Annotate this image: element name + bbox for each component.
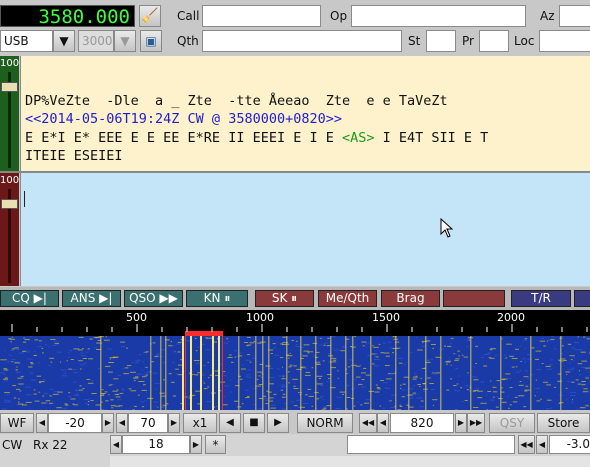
bandwidth-dropdown-button[interactable]: ▼ xyxy=(114,30,136,52)
tick-label: 1000 xyxy=(246,311,274,324)
scroll-left-button[interactable]: ◀ xyxy=(219,413,241,433)
qsy-button[interactable]: QSY xyxy=(489,413,535,433)
waterfall-signal-traces xyxy=(0,336,590,410)
store-button[interactable]: Store xyxy=(537,413,590,433)
macro-button-4[interactable]: KN ⏸ xyxy=(186,290,248,307)
rx-line: E E*I E* EEE E E EE E*RE II EEEI E I E <… xyxy=(25,129,489,146)
status-mode: CW xyxy=(2,438,23,452)
offset-increment[interactable]: ▶ xyxy=(455,413,467,433)
status-rx: Rx 22 xyxy=(33,438,68,452)
status-value-input[interactable]: 18 xyxy=(122,435,190,454)
level-input[interactable]: -3.0 xyxy=(549,435,590,454)
save-icon: ▣ xyxy=(145,34,157,48)
chevron-down-icon: ▼ xyxy=(120,34,130,48)
wf-range-decrement[interactable]: ◀ xyxy=(116,413,128,433)
macro-button-1[interactable]: CQ ▶| xyxy=(0,290,59,307)
tx-text-area[interactable] xyxy=(20,173,590,286)
loc-label: Loc xyxy=(514,34,535,48)
macro-button-3[interactable]: QSO ▶▶ xyxy=(124,290,183,307)
cursor-line xyxy=(185,336,186,410)
rx-line: DP%VeZte -Dle a _ Zte -tte Åeeao Zte e e… xyxy=(25,92,448,109)
center-button[interactable]: ■ xyxy=(243,413,265,433)
tx-level-slider[interactable]: 100 xyxy=(0,173,19,286)
frequency-scale[interactable]: 500 1000 1500 2000 xyxy=(0,310,590,336)
wf-low-increment[interactable]: ▶ xyxy=(102,413,114,433)
op-input[interactable] xyxy=(351,5,526,27)
prosign-as: <AS> xyxy=(341,129,375,146)
az-input[interactable] xyxy=(559,5,590,27)
wf-low-decrement[interactable]: ◀ xyxy=(36,413,48,433)
call-label: Call xyxy=(177,9,200,23)
tick-label: 500 xyxy=(126,311,147,324)
qth-label: Qth xyxy=(177,34,199,48)
rx-level-slider[interactable]: 100 xyxy=(0,56,19,171)
offset-input[interactable]: 820 xyxy=(390,413,454,433)
cursor-line xyxy=(222,336,223,410)
level-fast-decrement[interactable]: ◀◀ xyxy=(518,435,535,454)
chevron-down-icon: ▼ xyxy=(59,34,69,48)
macro-button-2[interactable]: ANS ▶| xyxy=(62,290,121,307)
zoom-button[interactable]: x1 xyxy=(183,413,217,433)
level-decrement[interactable]: ◀ xyxy=(536,435,548,454)
tick-marks xyxy=(11,324,588,332)
rx-text-area[interactable]: DP%VeZte -Dle a _ Zte -tte Åeeao Zte e e… xyxy=(20,56,590,171)
rx-level-value: 100 xyxy=(0,58,20,69)
tx-level-value: 100 xyxy=(0,175,20,186)
macro-button-8[interactable] xyxy=(443,290,505,307)
macro-button-6[interactable]: Me/Qth xyxy=(318,290,377,307)
scroll-right-button[interactable]: ▶ xyxy=(267,413,289,433)
st-label: St xyxy=(408,34,421,48)
st-input[interactable] xyxy=(426,30,456,52)
macro-button-7[interactable]: Brag xyxy=(381,290,440,307)
log-save-button[interactable]: ▣ xyxy=(140,30,162,52)
macro-button-5[interactable]: SK ⏸ xyxy=(255,290,314,307)
wf-range-input[interactable]: 70 xyxy=(128,413,168,433)
broom-button[interactable]: 🧹 xyxy=(139,5,161,27)
status-strip xyxy=(110,456,590,467)
status-message-field xyxy=(347,435,515,454)
wf-button[interactable]: WF xyxy=(0,413,34,433)
tick-label: 2000 xyxy=(497,311,525,324)
loc-input[interactable] xyxy=(539,30,590,52)
frequency-display[interactable]: 3580.000 xyxy=(0,5,135,28)
panel-divider[interactable] xyxy=(0,171,590,173)
wf-low-input[interactable]: -20 xyxy=(48,413,102,433)
macro-button-10[interactable] xyxy=(574,290,590,307)
afc-star-button[interactable]: * xyxy=(205,435,226,454)
pr-input[interactable] xyxy=(479,30,509,52)
offset-fast-decrement[interactable]: ◀◀ xyxy=(359,413,377,433)
offset-decrement[interactable]: ◀ xyxy=(377,413,389,433)
waterfall[interactable] xyxy=(0,336,590,410)
mouse-pointer-icon xyxy=(440,218,454,238)
speed-button[interactable]: NORM xyxy=(297,413,353,433)
op-label: Op xyxy=(330,9,348,23)
qth-input[interactable] xyxy=(202,30,402,52)
bandwidth-marker xyxy=(185,331,223,336)
rx-timestamp-line: <<2014-05-06T19:24Z CW @ 3580000+0820>> xyxy=(25,111,342,127)
wf-range-increment[interactable]: ▶ xyxy=(168,413,180,433)
tx-slider-thumb[interactable] xyxy=(1,199,18,209)
bandwidth-select[interactable]: 3000 xyxy=(78,30,114,52)
mode-select[interactable]: USB xyxy=(0,30,53,52)
status-increment[interactable]: ▶ xyxy=(190,435,202,454)
rx-line: ITEIE ESEIEI xyxy=(25,148,123,164)
status-decrement[interactable]: ◀ xyxy=(110,435,122,454)
tick-label: 1500 xyxy=(372,311,400,324)
pr-label: Pr xyxy=(462,34,474,48)
mode-dropdown-button[interactable]: ▼ xyxy=(53,30,75,52)
az-label: Az xyxy=(540,9,555,23)
offset-fast-increment[interactable]: ▶▶ xyxy=(467,413,485,433)
text-cursor xyxy=(24,191,25,207)
tx-slider-track xyxy=(8,189,11,283)
macro-button-9[interactable]: T/R xyxy=(511,290,571,307)
rx-slider-track xyxy=(8,72,11,168)
rx-slider-thumb[interactable] xyxy=(1,82,18,92)
broom-icon: 🧹 xyxy=(141,8,159,24)
call-input[interactable] xyxy=(202,5,321,27)
